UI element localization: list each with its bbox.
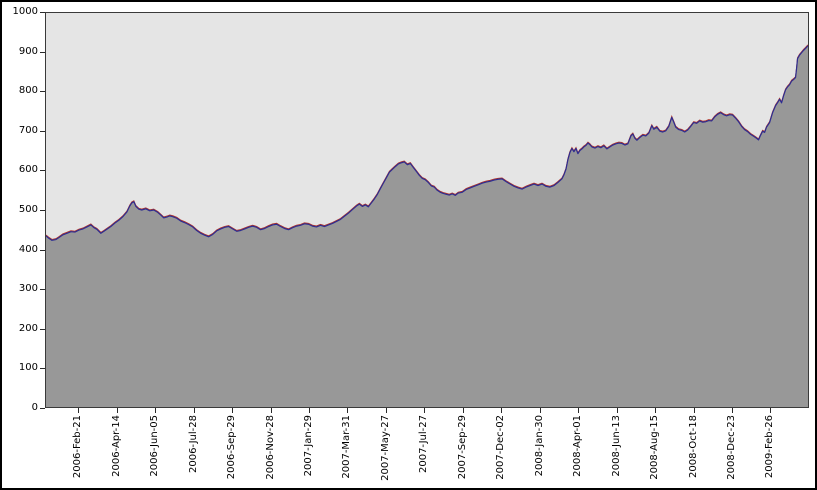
x-tick-label: 2008-Aug-15 (649, 415, 661, 480)
y-tick-label: 600 (18, 164, 38, 176)
y-tick-mark (40, 210, 45, 211)
x-tick-label: 2008-Oct-18 (687, 415, 699, 478)
y-tick-mark (40, 289, 45, 291)
x-tick-mark (731, 408, 733, 413)
y-tick-label: 800 (18, 85, 38, 97)
y-tick-label: 700 (18, 124, 38, 136)
y-tick-label: 400 (18, 243, 38, 255)
x-tick-label: 2006-Feb-21 (72, 415, 84, 479)
y-tick-mark (40, 368, 45, 370)
x-tick-label: 2008-Apr-01 (572, 415, 584, 477)
x-tick-label: 2008-Dec-23 (725, 415, 737, 480)
x-tick-label: 2006-Sep-29 (226, 415, 238, 480)
y-tick-mark (40, 408, 45, 409)
x-tick-label: 2006-Nov-28 (264, 415, 276, 480)
x-tick-label: 2006-Jun-05 (149, 415, 161, 477)
x-tick-label: 2006-Jul-28 (187, 415, 199, 474)
x-tick-mark (385, 408, 387, 413)
x-tick-mark (424, 408, 426, 413)
y-tick-label: 900 (18, 45, 38, 57)
y-tick-mark (40, 12, 45, 13)
x-tick-mark (616, 408, 618, 413)
x-tick-mark (462, 408, 464, 413)
x-tick-label: 2009-Feb-26 (764, 415, 776, 479)
x-tick-mark (539, 408, 541, 413)
x-tick-mark (309, 408, 310, 413)
x-tick-label: 2007-Jul-27 (418, 415, 430, 474)
area-fill (46, 45, 808, 407)
y-tick-label: 200 (18, 322, 38, 334)
y-tick-mark (40, 51, 45, 53)
y-tick-label: 300 (18, 283, 38, 295)
y-tick-mark (40, 170, 45, 172)
y-tick-mark (40, 91, 45, 93)
x-tick-mark (501, 408, 503, 413)
x-tick-label: 2007-Sep-29 (456, 415, 468, 480)
x-tick-label: 2006-Apr-14 (110, 415, 122, 477)
x-tick-mark (232, 408, 234, 413)
y-tick-label: 500 (18, 204, 38, 215)
y-tick-label: 100 (18, 362, 38, 374)
x-tick-label: 2007-Mar-31 (341, 415, 353, 479)
x-tick-mark (116, 408, 118, 413)
x-tick-label: 2007-May-27 (379, 415, 391, 481)
y-tick-label: 1000 (12, 6, 38, 17)
y-tick-label: 0 (31, 402, 38, 413)
x-tick-mark (347, 408, 349, 413)
y-tick-mark (40, 130, 45, 132)
y-tick-mark (40, 328, 45, 330)
x-tick-label: 2007-Jan-29 (303, 415, 314, 477)
x-tick-mark (193, 408, 195, 413)
x-tick-mark (270, 408, 272, 413)
x-tick-mark (78, 408, 80, 413)
main-line (46, 45, 808, 241)
x-tick-label: 2007-Dec-02 (495, 415, 507, 480)
x-tick-label: 2008-Jun-13 (610, 415, 622, 477)
x-tick-mark (578, 408, 580, 413)
plot-area (45, 12, 809, 408)
x-tick-mark (155, 408, 157, 413)
x-tick-mark (655, 408, 657, 413)
x-tick-label: 2008-Jan-30 (533, 415, 545, 477)
x-tick-mark (770, 408, 772, 413)
x-tick-mark (693, 408, 695, 413)
price-area-chart (46, 13, 808, 407)
y-tick-mark (40, 249, 45, 251)
